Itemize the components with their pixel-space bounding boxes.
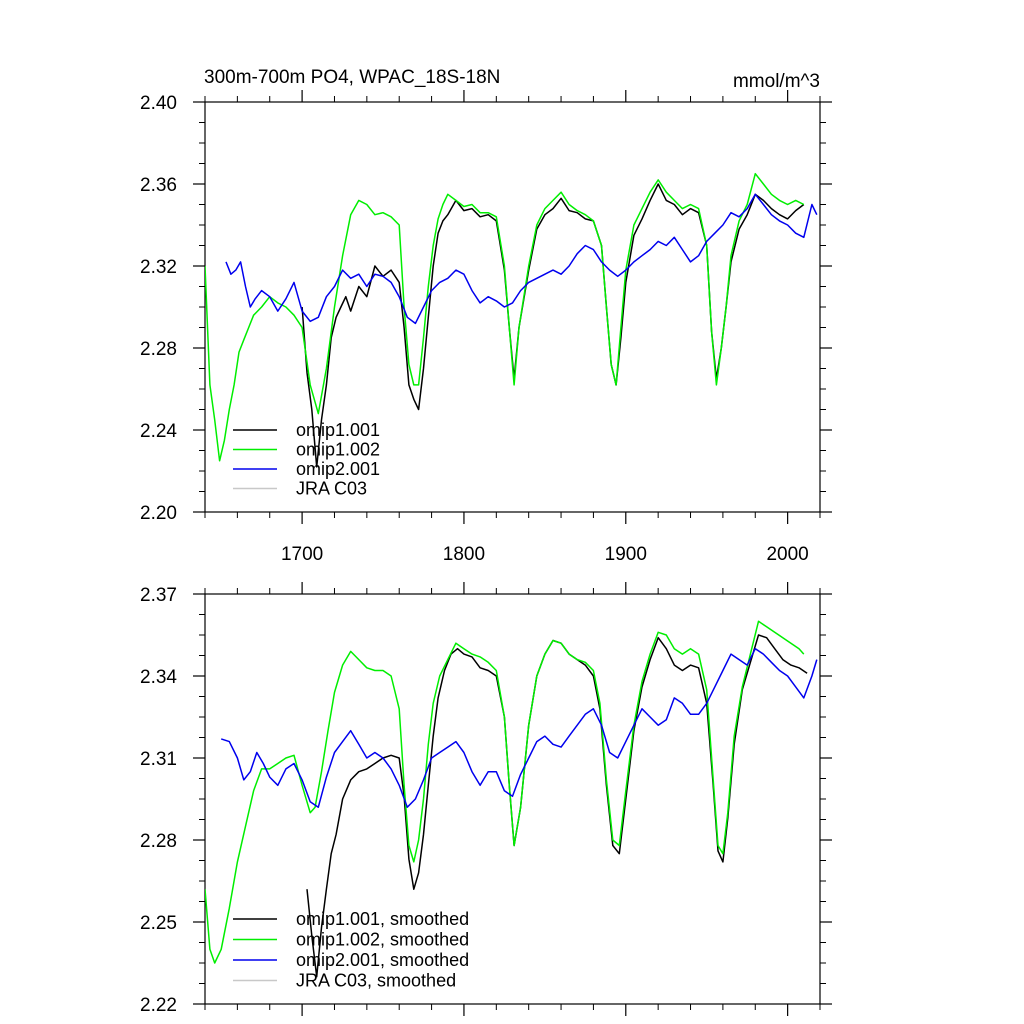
y-tick-label: 2.20 bbox=[140, 503, 177, 524]
x-tick-label: 1800 bbox=[443, 544, 485, 565]
y-tick-label: 2.24 bbox=[140, 421, 177, 442]
top-plot-area: 1700 1800 1900 2000 2.20 2.24 2.28 2.32 2.36 2.40… bbox=[140, 90, 832, 565]
legend-label: omip1.002 bbox=[296, 440, 380, 460]
legend-label: JRA C03, smoothed bbox=[296, 971, 456, 991]
bottom-plot-area: 2.22 2.25 2.28 2.31 2.34 2.37 omip1.001, smoot… bbox=[140, 582, 832, 1016]
legend-label: omip1.001 bbox=[296, 420, 380, 440]
y-tick-label: 2.31 bbox=[140, 749, 177, 770]
legend-label: omip2.001, smoothed bbox=[296, 950, 469, 970]
y-tick-label: 2.34 bbox=[140, 667, 177, 688]
chart-title: 300m-700m PO4, WPAC_18S-18N bbox=[204, 67, 500, 88]
x-tick-label: 2000 bbox=[766, 544, 808, 565]
y-tick-label: 2.28 bbox=[140, 831, 177, 852]
x-tick-label: 1900 bbox=[605, 544, 647, 565]
legend-label: omip1.002, smoothed bbox=[296, 930, 469, 950]
y-tick-label: 2.37 bbox=[140, 585, 177, 606]
y-tick-label: 2.40 bbox=[140, 93, 177, 114]
y-tick-label: 2.25 bbox=[140, 913, 177, 934]
series-line-2 bbox=[205, 172, 805, 462]
y-tick-label: 2.28 bbox=[140, 339, 177, 360]
x-tick-label: 1700 bbox=[281, 544, 323, 565]
top-chart-panel: 300m-700m PO4, WPAC_18S-18N mmol/m^3 170… bbox=[140, 67, 832, 565]
y-tick-label: 2.22 bbox=[140, 995, 177, 1016]
y-tick-label: 2.32 bbox=[140, 257, 177, 278]
series-line-2 bbox=[205, 620, 805, 964]
units-label: mmol/m^3 bbox=[733, 71, 820, 92]
series-line-3 bbox=[225, 193, 818, 325]
legend-label: omip2.001 bbox=[296, 459, 380, 479]
y-tick-label: 2.36 bbox=[140, 175, 177, 196]
series-line-3 bbox=[220, 647, 818, 808]
legend-label: omip1.001, smoothed bbox=[296, 909, 469, 929]
legend-label: JRA C03 bbox=[296, 479, 367, 499]
bottom-chart-panel: 2.22 2.25 2.28 2.31 2.34 2.37 omip1.001, smoot… bbox=[140, 582, 832, 1016]
